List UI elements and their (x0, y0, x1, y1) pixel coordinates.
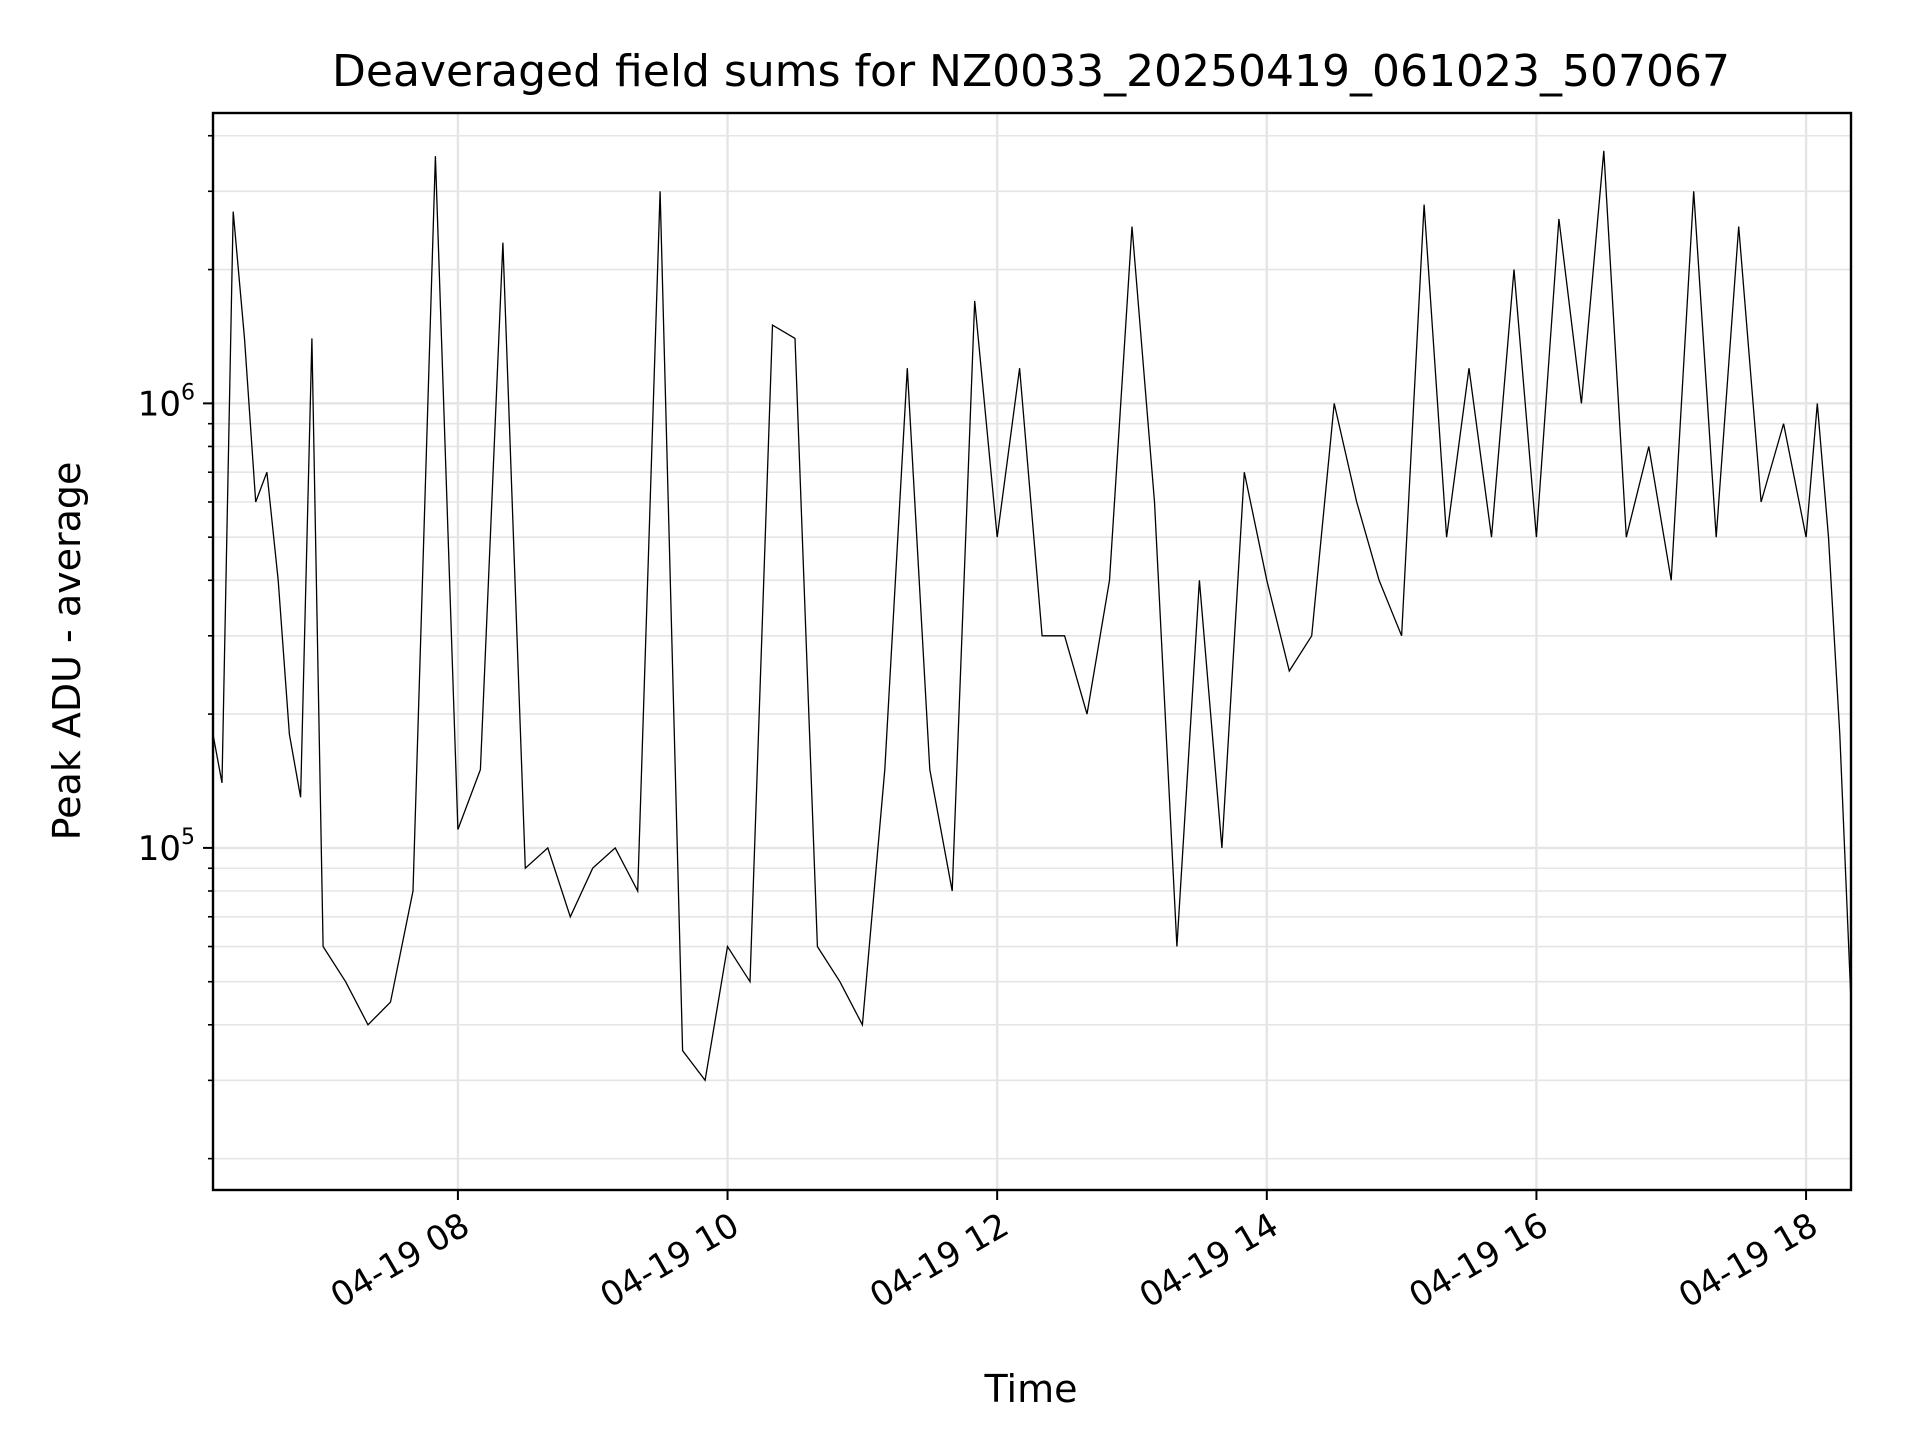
y-axis-label: Peak ADU - average (45, 462, 89, 841)
chart-title: Deaveraged field sums for NZ0033_2025041… (332, 46, 1730, 97)
x-axis-label: Time (984, 1367, 1078, 1411)
x-gridlines (456, 113, 1808, 1190)
y-gridlines (213, 134, 1851, 1160)
y-axis-ticks: 105 106 (138, 134, 213, 1160)
y-tick-label: 106 (138, 380, 195, 424)
plot-frame (211, 111, 1853, 1192)
series-line (213, 150, 1851, 1082)
y-tick-label: 105 (138, 825, 195, 869)
